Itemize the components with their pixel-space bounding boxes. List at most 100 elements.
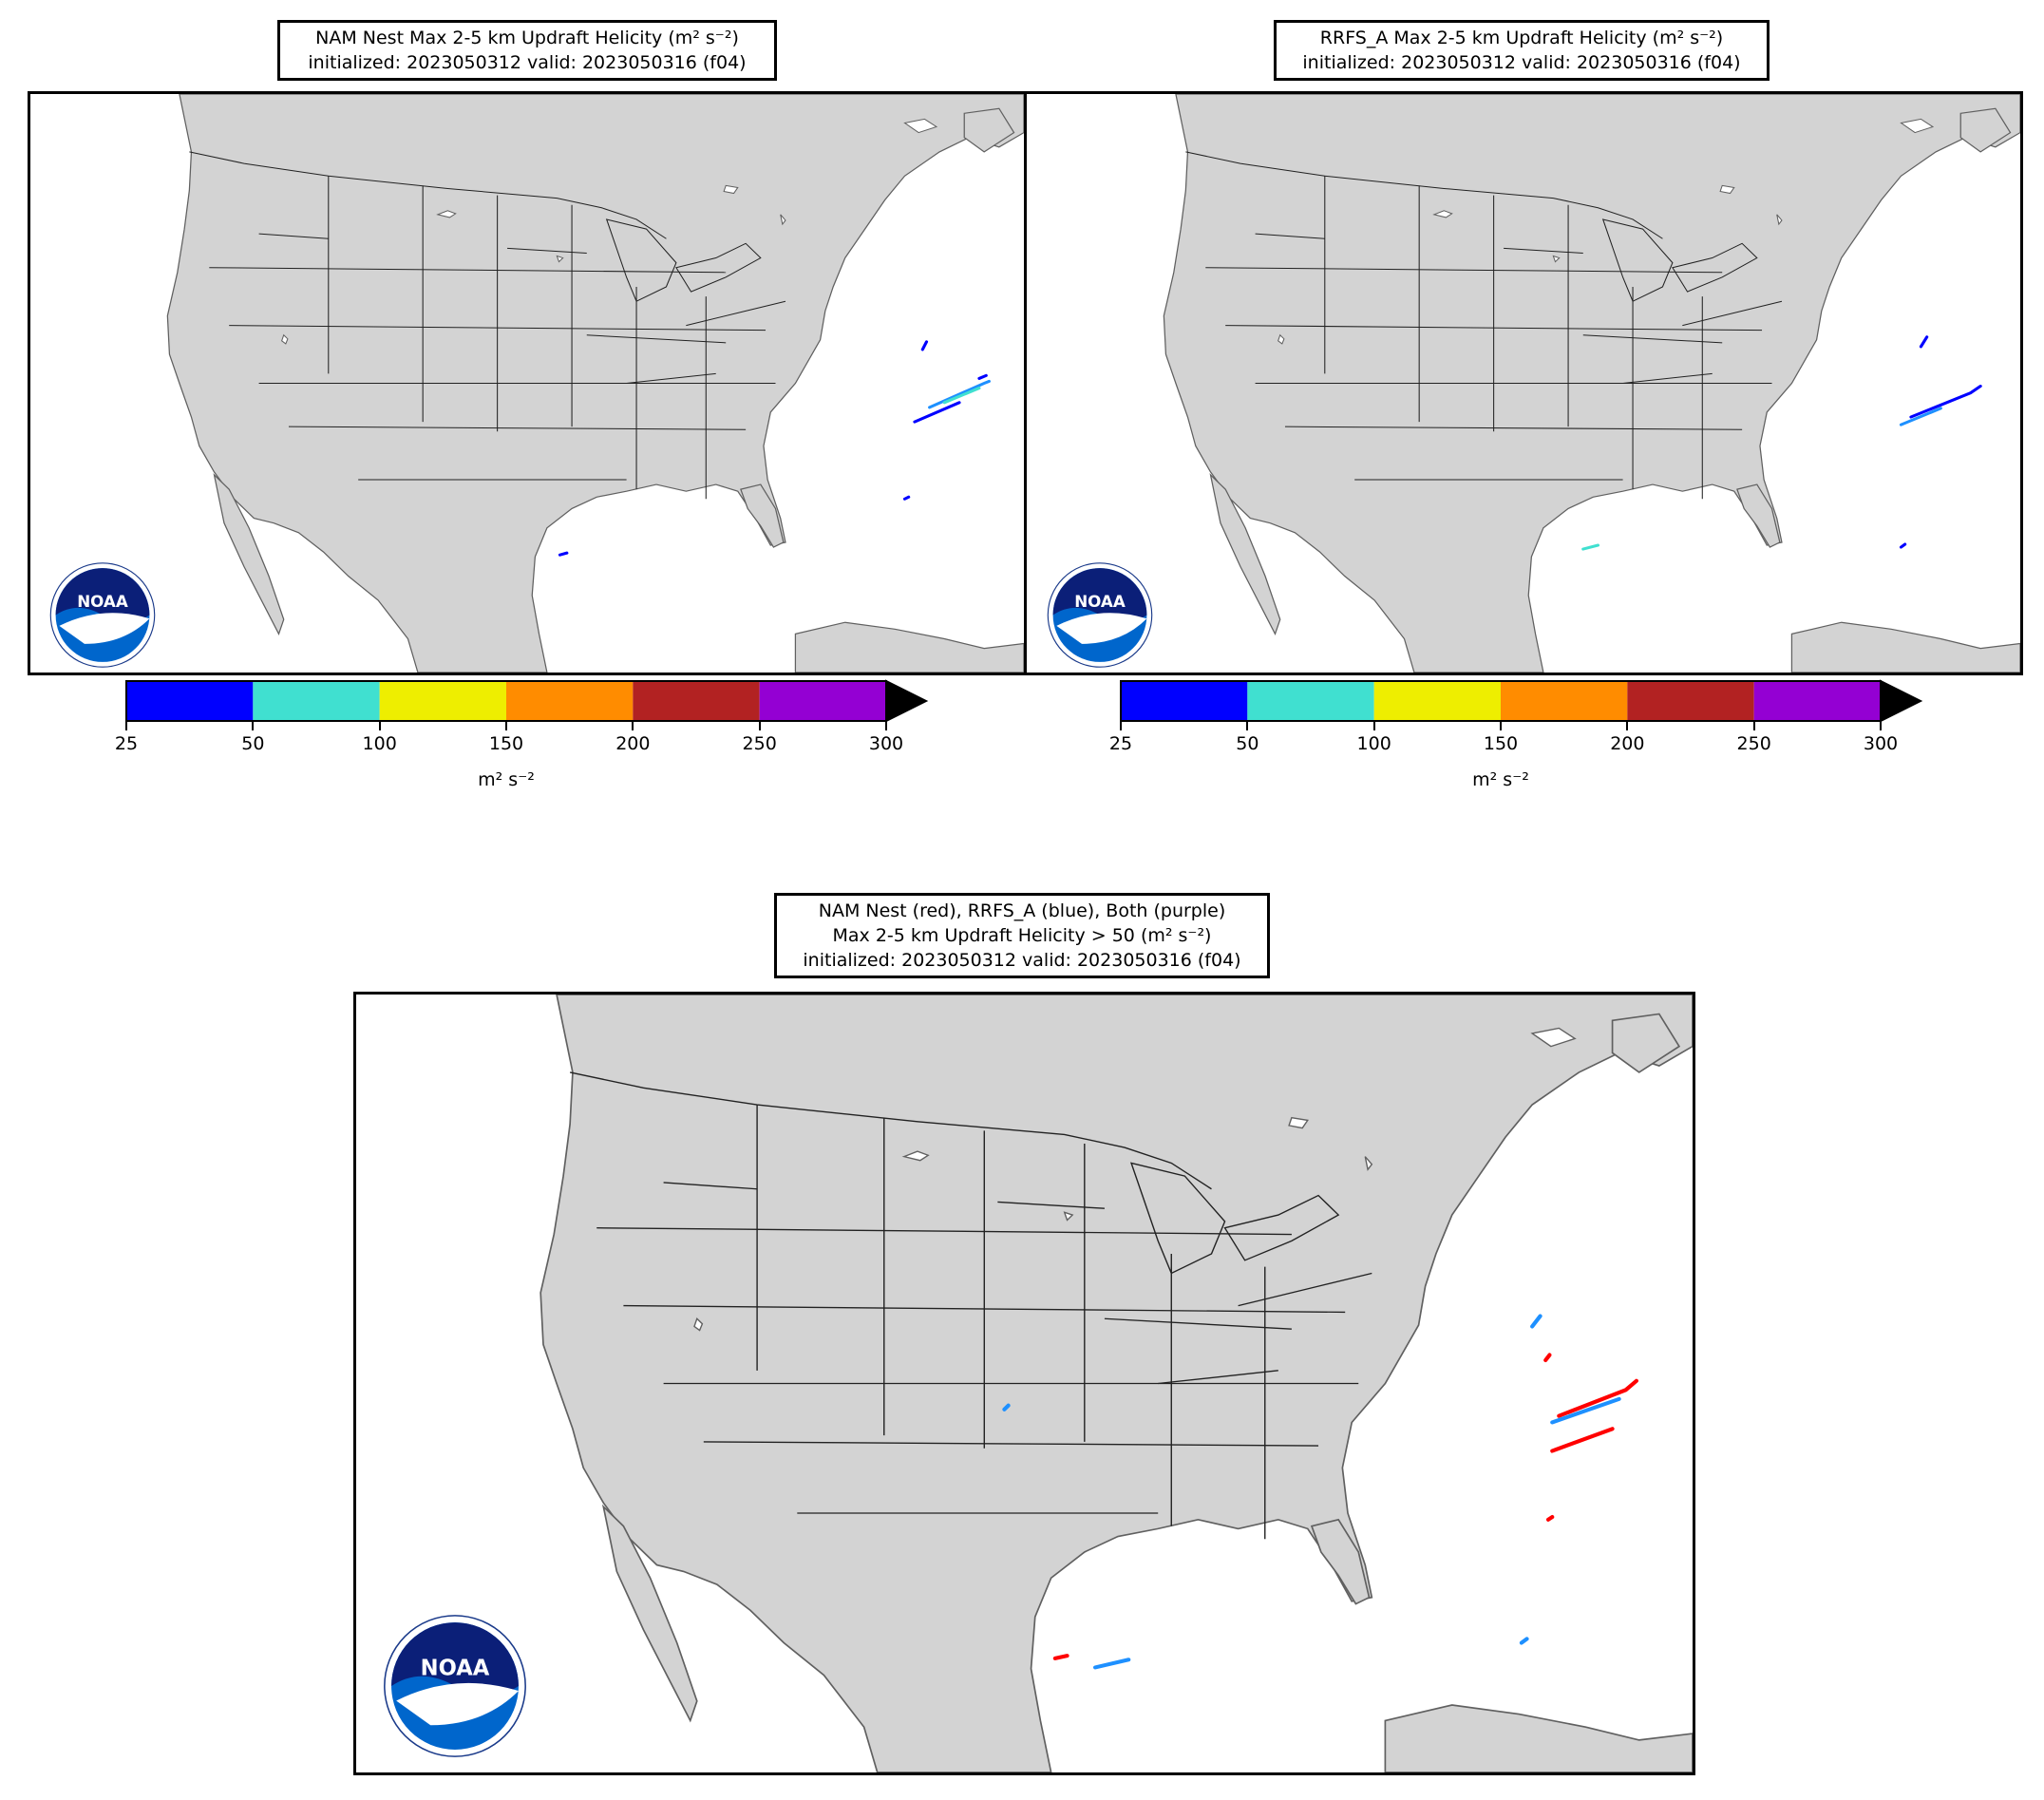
lake <box>1432 210 1453 218</box>
noaa-logo: NOAA <box>357 1601 553 1772</box>
logo-wordmark: NOAA <box>77 592 128 611</box>
colorbar-bar <box>1120 679 1923 723</box>
state-border <box>1205 267 1723 274</box>
state-border <box>1672 242 1758 293</box>
rrfs-title-line2: initialized: 2023050312 valid: 202305031… <box>1302 52 1741 73</box>
logo-upper <box>55 568 150 623</box>
colorbar-tick-label: 250 <box>1736 733 1771 754</box>
colorbar-tick-label: 250 <box>742 733 777 754</box>
lake <box>780 214 786 226</box>
helicity-swath <box>942 387 981 405</box>
helicity-swath <box>1092 1658 1131 1670</box>
colorbar-tickmark <box>125 722 127 730</box>
state-border <box>663 1182 758 1190</box>
land-mass <box>1959 107 2012 153</box>
state-border <box>686 300 786 327</box>
helicity-swath <box>1545 1515 1555 1522</box>
state-border <box>596 1227 1292 1236</box>
state-border <box>703 1441 1319 1447</box>
state-border <box>1225 325 1763 332</box>
helicity-swath <box>977 373 988 380</box>
colorbar-unit-label: m² s⁻² <box>1472 769 1529 790</box>
logo-upper <box>391 1622 519 1696</box>
compare-title-line1: NAM Nest (red), RRFS_A (blue), Both (pur… <box>818 900 1226 921</box>
rrfs-title-line1: RRFS_A Max 2-5 km Updraft Helicity (m² s… <box>1319 28 1724 48</box>
noaa-logo-svg: NOAA <box>49 562 156 668</box>
helicity-swath <box>1581 543 1600 551</box>
nam-map-svg <box>30 94 1024 673</box>
helicity-swath <box>558 551 569 557</box>
colorbar-tickmark <box>1372 722 1375 730</box>
land-mass <box>1209 473 1281 635</box>
land-mass <box>601 1504 698 1723</box>
helicity-swath <box>920 340 929 351</box>
helicity-swath <box>1550 1427 1615 1453</box>
lake <box>1900 118 1935 134</box>
land-mass <box>740 483 785 548</box>
compare-map-svg <box>356 995 1693 1772</box>
colorbar-bar <box>125 679 929 723</box>
colorbar-tickmark <box>1626 722 1629 730</box>
state-border <box>1238 1272 1372 1307</box>
helicity-swath <box>902 495 911 501</box>
colorbar-tick-label: 100 <box>1356 733 1391 754</box>
nam-map <box>28 91 1027 675</box>
compare-panel-title: NAM Nest (red), RRFS_A (blue), Both (pur… <box>774 893 1270 978</box>
rrfs-map <box>1024 91 2023 675</box>
compare-title-line3: initialized: 2023050312 valid: 202305031… <box>803 950 1241 971</box>
nam-title-line2: initialized: 2023050312 valid: 202305031… <box>308 52 747 73</box>
helicity-swath <box>1909 385 1982 419</box>
lake <box>1552 255 1561 263</box>
land-mass <box>1310 1518 1371 1605</box>
colorbar-segment <box>1373 681 1501 721</box>
logo-gull <box>396 1682 519 1726</box>
lake <box>436 210 457 218</box>
rrfs-map-svg <box>1027 94 2020 673</box>
land-mass <box>1384 1704 1693 1772</box>
colorbar-unit-label: m² s⁻² <box>478 769 535 790</box>
lake <box>693 1317 704 1332</box>
colorbar-extend-arrow <box>1880 679 1923 723</box>
colorbar-tick-label: 150 <box>488 733 524 754</box>
helicity-swath <box>1550 1396 1621 1425</box>
state-border <box>189 151 667 239</box>
colorbar-segment <box>1247 681 1374 721</box>
colorbar-tick-label: 50 <box>241 733 265 754</box>
helicity-swath <box>1557 1378 1639 1418</box>
helicity-swath <box>1899 542 1907 549</box>
compare-map <box>353 992 1695 1775</box>
state-border <box>675 242 762 293</box>
state-border <box>1582 334 1723 344</box>
helicity-swath <box>1530 1314 1542 1329</box>
rrfs-colorbar: 25 50 100 150 200 250 300 m² s⁻² <box>1109 679 1923 813</box>
colorbar-tickmark <box>252 722 255 730</box>
noaa-logo: NOAA <box>1028 560 1172 670</box>
colorbar-segment <box>759 681 886 721</box>
helicity-swath <box>928 379 991 409</box>
colorbar-segment <box>1627 681 1754 721</box>
noaa-logo-svg: NOAA <box>1047 562 1153 668</box>
state-border <box>209 267 727 274</box>
lake <box>1776 214 1783 226</box>
colorbar-extend-arrow <box>885 679 929 723</box>
colorbar-tick-label: 300 <box>1863 733 1899 754</box>
colorbar-tickmark <box>378 722 381 730</box>
colorbar-segment <box>1501 681 1628 721</box>
lake <box>1530 1027 1577 1048</box>
colorbar-tick-label: 100 <box>362 733 397 754</box>
lake <box>281 333 289 345</box>
land-mass <box>1611 1013 1681 1073</box>
logo-gull <box>59 613 150 644</box>
noaa-logo-svg: NOAA <box>384 1615 526 1757</box>
helicity-swath <box>1519 1637 1529 1645</box>
lake <box>901 1150 930 1162</box>
lake <box>1063 1211 1074 1222</box>
helicity-swath <box>1543 1353 1552 1362</box>
state-border <box>605 218 677 302</box>
noaa-logo: NOAA <box>30 560 175 670</box>
colorbar-segment <box>633 681 760 721</box>
land-mass <box>963 107 1015 153</box>
colorbar-tick-label: 25 <box>114 733 139 754</box>
colorbar-tick-label: 300 <box>868 733 904 754</box>
colorbar-tickmark <box>885 722 887 730</box>
